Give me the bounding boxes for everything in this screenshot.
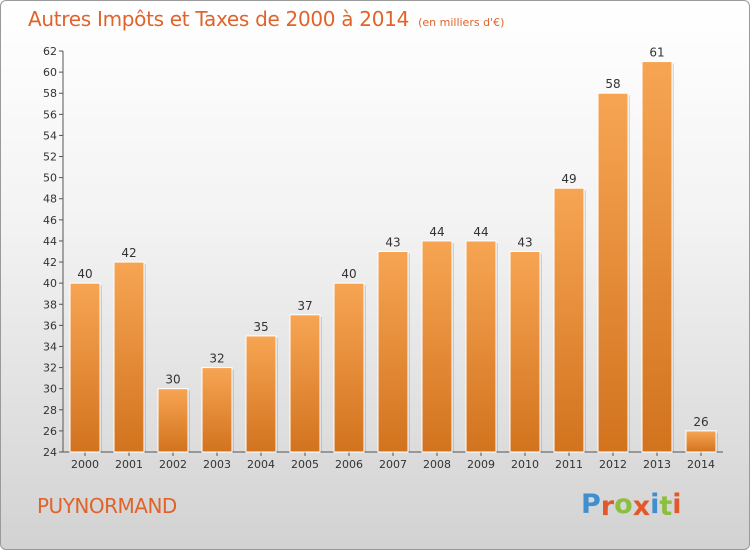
logo-letter: o <box>614 489 633 520</box>
x-tick-label: 2011 <box>555 458 583 471</box>
bar-2006 <box>333 282 365 453</box>
bar-value-label: 26 <box>693 415 708 429</box>
y-tick-label: 60 <box>43 66 57 79</box>
y-tick-label: 42 <box>43 256 57 269</box>
bar-value-label: 40 <box>341 267 356 281</box>
y-tick-label: 52 <box>43 151 57 164</box>
x-tick-label: 2013 <box>643 458 671 471</box>
axis-layer: 24 26 28 30 32 34 36 38 40 42 44 46 48 50 52 54 56 58 60 62… <box>43 45 723 471</box>
title-main: Autres Impôts et Taxes de 2000 à 2014 <box>28 7 409 31</box>
bar-value-label: 58 <box>605 77 620 91</box>
title-unit: (en milliers d'€) <box>418 16 505 29</box>
y-tick-label: 58 <box>43 87 57 100</box>
x-tick-label: 2000 <box>71 458 99 471</box>
bar-2010 <box>509 251 541 453</box>
y-tick-label: 44 <box>43 235 57 248</box>
bar-value-label: 40 <box>77 267 92 281</box>
bar-2003 <box>201 367 233 453</box>
bar-2014 <box>685 430 717 453</box>
bar-value-label: 32 <box>209 352 224 366</box>
bar-2000 <box>69 282 101 453</box>
bar-2001 <box>113 261 145 453</box>
bars: 40 42 30 32 35 37 40 43 44 44 43 49 58 61 26 <box>69 46 718 453</box>
y-tick-label: 32 <box>43 362 57 375</box>
logo-letter: P <box>581 489 601 520</box>
bar-value-label: 44 <box>473 225 488 239</box>
bar-2004 <box>245 335 277 453</box>
proxiti-logo: Proxiti <box>581 489 682 522</box>
x-tick-label: 2014 <box>687 458 715 471</box>
y-tick-label: 46 <box>43 214 57 227</box>
y-tick-label: 40 <box>43 277 57 290</box>
bar-value-label: 61 <box>649 46 664 60</box>
bar-2009 <box>465 240 497 453</box>
y-tick-label: 26 <box>43 425 57 438</box>
bar-value-label: 37 <box>297 299 312 313</box>
logo-letter: x <box>632 491 651 522</box>
bar-value-label: 44 <box>429 225 444 239</box>
logo-letter: i <box>650 489 660 520</box>
x-tick-label: 2008 <box>423 458 451 471</box>
y-tick-label: 38 <box>43 298 57 311</box>
bar-value-label: 42 <box>121 246 136 260</box>
x-tick-label: 2007 <box>379 458 407 471</box>
x-tick-label: 2005 <box>291 458 319 471</box>
bar-2012 <box>597 92 629 453</box>
x-tick-label: 2004 <box>247 458 275 471</box>
x-tick-label: 2010 <box>511 458 539 471</box>
x-tick-label: 2012 <box>599 458 627 471</box>
x-tick-label: 2009 <box>467 458 495 471</box>
logo-letter: i <box>672 489 682 520</box>
bar-value-label: 49 <box>561 172 576 186</box>
y-tick-label: 28 <box>43 404 57 417</box>
x-tick-label: 2003 <box>203 458 231 471</box>
x-tick-label: 2006 <box>335 458 363 471</box>
y-tick-label: 36 <box>43 319 57 332</box>
y-tick-label: 54 <box>43 129 57 142</box>
logo-letter: t <box>659 491 673 522</box>
bar-2005 <box>289 314 321 453</box>
bar-value-label: 35 <box>253 320 268 334</box>
bar-value-label: 43 <box>517 236 532 250</box>
bar-2008 <box>421 240 453 453</box>
y-tick-label: 62 <box>43 45 57 58</box>
commune-name: PUYNORMAND <box>37 494 177 518</box>
y-tick-label: 48 <box>43 193 57 206</box>
bar-2013 <box>641 61 673 453</box>
y-tick-label: 24 <box>43 446 57 459</box>
y-tick-label: 30 <box>43 383 57 396</box>
chart-title: Autres Impôts et Taxes de 2000 à 2014 (e… <box>28 7 504 31</box>
bar-value-label: 30 <box>165 373 180 387</box>
x-tick-label: 2001 <box>115 458 143 471</box>
logo-letter: r <box>600 491 615 522</box>
x-tick-label: 2002 <box>159 458 187 471</box>
bar-value-label: 43 <box>385 236 400 250</box>
y-tick-label: 56 <box>43 108 57 121</box>
y-tick-label: 34 <box>43 340 57 353</box>
bar-2011 <box>553 187 585 453</box>
bar-2007 <box>377 251 409 453</box>
y-tick-label: 50 <box>43 172 57 185</box>
bar-2002 <box>157 388 189 453</box>
